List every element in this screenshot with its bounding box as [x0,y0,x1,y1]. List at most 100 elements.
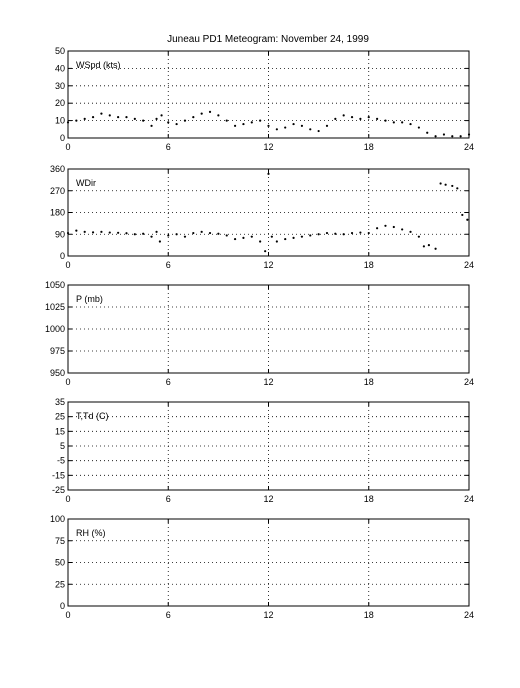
x-tick-label: 12 [263,142,273,152]
x-tick-label: 6 [166,260,171,270]
data-point [183,119,187,122]
data-point [359,117,362,120]
panel-label: P (mb) [76,294,103,304]
data-point [275,240,278,243]
x-tick-label: 24 [464,142,474,152]
data-point [422,245,425,248]
data-point [439,182,442,185]
y-tick-label: -15 [52,470,65,480]
data-point [442,133,446,136]
data-point [75,229,78,232]
data-point [426,131,429,134]
data-point [175,122,178,126]
data-point [91,116,95,119]
x-tick-label: 12 [263,494,273,504]
y-tick-label: 25 [55,579,65,589]
data-point [417,235,420,238]
data-point [217,114,220,117]
data-point [192,116,195,119]
data-point [300,235,304,238]
data-point [117,116,120,119]
data-point [175,233,178,236]
data-point [155,230,158,233]
data-point [275,128,278,131]
x-tick-label: 18 [364,610,374,620]
data-point [342,114,345,117]
data-point [434,135,437,138]
data-point [167,121,170,124]
y-tick-label: 270 [50,186,65,196]
x-tick-label: 0 [65,142,70,152]
data-point [451,135,454,138]
x-tick-label: 24 [464,494,474,504]
y-tick-label: 1000 [45,324,65,334]
data-point [284,237,287,241]
data-point [100,230,103,233]
data-point [451,184,454,188]
panel-2: 0 6 12 18 24 0 90 180 270 360 WDir [50,164,474,270]
y-tick-label: 50 [55,558,65,568]
data-point [91,231,95,234]
y-tick-label: 0 [60,251,65,261]
data-point [392,121,395,124]
data-point [367,116,370,119]
figure-title: Juneau PD1 Meteogram: November 24, 1999 [167,34,369,45]
data-point [466,218,469,221]
data-point [309,234,312,237]
x-tick-label: 18 [364,260,374,270]
data-point [83,117,86,120]
panel-label: WDir [76,178,96,188]
y-tick-label: 15 [55,426,65,436]
data-point [309,128,312,131]
panel-1: 0 6 12 18 24 0 10 20 30 40 50 WSpd (kts) [55,46,474,152]
y-tick-label: -25 [52,485,65,495]
data-point [334,232,337,235]
panel-3: 0 6 12 18 24 950 975 1000 1025 1050 P (mb) [45,280,474,387]
data-point [292,122,295,126]
y-tick-label: 20 [55,98,65,108]
data-point [66,231,70,235]
y-tick-label: 30 [55,81,65,91]
data-point [376,227,379,230]
panel-label: RH (%) [76,528,106,538]
data-point [300,124,304,127]
data-point [459,135,462,138]
y-tick-label: 1025 [45,302,65,312]
data-point [367,231,370,235]
y-tick-label: 180 [50,208,65,218]
panel-5: 0 6 12 18 24 0 25 50 75 100 RH (%) [50,514,474,620]
data-point [401,121,404,124]
data-point [392,225,395,229]
y-tick-label: 360 [50,164,65,174]
y-tick-label: 10 [55,116,65,126]
data-point [208,110,212,113]
x-tick-label: 6 [166,610,171,620]
data-point [259,240,262,243]
data-point [108,114,111,117]
data-point [427,244,430,247]
data-point [270,235,273,238]
y-tick-label: 1050 [45,280,65,290]
data-point [150,235,153,238]
data-point [225,234,228,237]
data-point [108,231,111,234]
x-tick-label: 24 [464,260,474,270]
y-tick-label: 100 [50,514,65,524]
data-point [75,119,78,122]
data-point [100,112,103,115]
data-point [125,232,128,235]
x-tick-label: 6 [166,377,171,387]
y-tick-label: 40 [55,63,65,73]
data-point [284,126,287,129]
x-tick-label: 6 [166,494,171,504]
data-point [242,236,245,239]
data-point [456,187,459,190]
x-tick-label: 12 [263,610,273,620]
data-point [267,124,270,127]
data-point [409,122,412,126]
data-point [133,233,136,236]
data-point [444,183,447,186]
data-point [183,235,187,238]
